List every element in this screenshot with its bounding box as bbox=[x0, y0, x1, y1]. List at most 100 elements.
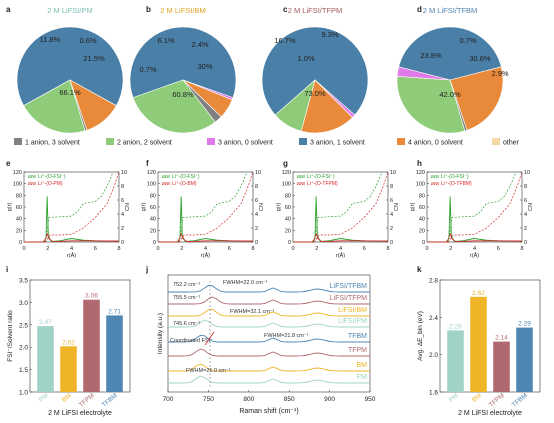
pie-label-c-1: 1.0% bbox=[297, 54, 314, 63]
pie-slice-c-0 bbox=[261, 26, 369, 116]
pie-label-a-0: 66.1% bbox=[59, 88, 81, 97]
pie-label-b-3: 2.4% bbox=[191, 40, 208, 49]
rdf-y2label-g: CN bbox=[394, 203, 400, 211]
legend-swatch-5 bbox=[492, 138, 500, 145]
rdf-legend-label-h-0: Li⁺-(O-FSI⁻) bbox=[441, 174, 469, 180]
rdf-gr-fsi-g bbox=[293, 196, 389, 243]
bar-ytick-label-i-4: 3.0 bbox=[19, 300, 28, 307]
rdf-legend-label-f-1: Li⁺-(O-BM) bbox=[172, 181, 197, 187]
pie-slice-c-2 bbox=[300, 79, 353, 134]
bar-category-label-k-BM: BM bbox=[471, 392, 483, 404]
raman-xtick-label-1: 750 bbox=[203, 396, 214, 403]
rdf-y2tick-label-f-0: 0 bbox=[255, 240, 258, 246]
rdf-ylabel-h: g(r) bbox=[410, 203, 416, 212]
raman-chart: j 700 750 800 850 900 950 Raman shift (cm⁻¹) Int… bbox=[145, 265, 376, 415]
rdf-xlabel-h: r(Å) bbox=[470, 252, 479, 259]
rdf-ytick-label-e-3: 60 bbox=[16, 205, 22, 211]
bar-xlabel-k: 2 M LiFSI electrolyte bbox=[458, 410, 522, 417]
panel-letter-k: k bbox=[417, 265, 422, 274]
pie-label-b-4: 30% bbox=[197, 62, 212, 71]
rdf-y2tick-label-e-5: 10 bbox=[121, 170, 127, 176]
rdf-xtick-label-f-4: 8 bbox=[251, 246, 254, 252]
rdf-ytick-label-f-0: 0 bbox=[153, 240, 156, 246]
rdf-xlabel-g: r(Å) bbox=[336, 252, 345, 259]
rdf-y2tick-label-f-1: 2 bbox=[255, 226, 258, 232]
rdf-cn-solvent-h bbox=[427, 171, 523, 243]
rdf-ytick-label-g-2: 40 bbox=[285, 217, 291, 223]
rdf-y2tick-label-h-0: 0 bbox=[524, 240, 527, 246]
rdf-xtick-label-e-3: 6 bbox=[94, 246, 97, 252]
raman-xtick-label-2: 800 bbox=[243, 396, 254, 403]
panel-letter-f: f bbox=[146, 159, 149, 168]
pie-label-c-2: 16.7% bbox=[274, 36, 296, 45]
rdf-cn-solvent-e bbox=[24, 171, 120, 243]
rdf-xtick-label-h-3: 6 bbox=[497, 246, 500, 252]
rdf-y2tick-label-e-1: 2 bbox=[121, 226, 124, 232]
bar-chart-binding-energy: k 1.6 2.0 2.4 2.8 2.26 PM 2.62 BM 2.14 TFPM 2.29 TFB… bbox=[417, 265, 541, 417]
raman-series-5 bbox=[168, 348, 370, 357]
pie-slice-d-1 bbox=[449, 66, 504, 131]
raman-series-6 bbox=[168, 363, 370, 372]
pie-slice-d-4 bbox=[396, 66, 451, 81]
bar-ytick-label-i-3: 2.5 bbox=[19, 322, 28, 329]
bar-category-label-i-TFBM: TFBM bbox=[101, 392, 119, 409]
bar-i-TFPM bbox=[83, 299, 100, 392]
rdf-ytick-label-e-2: 40 bbox=[16, 217, 22, 223]
raman-series-label-4: TFBM bbox=[348, 333, 367, 340]
legend-swatch-4 bbox=[397, 138, 405, 145]
rdf-ytick-label-h-0: 0 bbox=[422, 240, 425, 246]
rdf-gr-fsi-f bbox=[158, 196, 254, 243]
rdf-gr-solvent-e bbox=[24, 232, 120, 243]
raman-series-label-5: TFPM bbox=[348, 347, 367, 354]
raman-xtick-label-5: 950 bbox=[365, 396, 376, 403]
raman-annotation-1: 755.5 cm⁻¹ bbox=[173, 295, 201, 301]
raman-series-label-0: LiFSI/TFBM bbox=[330, 283, 368, 290]
pie-label-d-1: 23.8% bbox=[420, 51, 442, 60]
raman-xtick-label-4: 900 bbox=[324, 396, 335, 403]
rdf-xtick-label-h-0: 0 bbox=[425, 246, 428, 252]
rdf-gr-solvent-f bbox=[158, 232, 254, 243]
bar-ytick-label-k-0: 1.6 bbox=[429, 390, 438, 397]
rdf-xtick-label-h-1: 2 bbox=[449, 246, 452, 252]
raman-annotation-5: FWHM=21.8 cm⁻¹ bbox=[264, 333, 309, 339]
panel-letter-d: d bbox=[417, 5, 422, 14]
rdf-y2tick-label-e-3: 6 bbox=[121, 198, 124, 204]
pie-slice-a-3 bbox=[23, 79, 86, 134]
bar-value-label-i-PM: 2.47 bbox=[39, 319, 52, 326]
rdf-xtick-label-g-4: 8 bbox=[386, 246, 389, 252]
bar-ytick-label-i-5: 3.5 bbox=[19, 278, 28, 285]
raman-series-label-1: LiFSI/TFPM bbox=[330, 295, 368, 302]
rdf-y2tick-label-h-3: 6 bbox=[524, 198, 527, 204]
rdf-xtick-label-f-0: 0 bbox=[156, 246, 159, 252]
rdf-ytick-label-h-2: 40 bbox=[419, 217, 425, 223]
rdf-ytick-label-f-4: 80 bbox=[150, 193, 156, 199]
rdf-xtick-label-f-1: 2 bbox=[180, 246, 183, 252]
rdf-y2tick-label-f-5: 10 bbox=[255, 170, 261, 176]
rdf-ytick-label-f-6: 120 bbox=[147, 170, 156, 176]
rdf-y2tick-label-g-2: 4 bbox=[390, 212, 393, 218]
panel-letter-a: a bbox=[6, 5, 11, 14]
pie-label-b-1: 0.7% bbox=[139, 65, 156, 74]
bar-value-label-k-PM: 2.26 bbox=[449, 323, 462, 330]
rdf-y2tick-label-h-1: 2 bbox=[524, 226, 527, 232]
rdf-gr-solvent-g bbox=[293, 232, 389, 243]
rdf-xlabel-e: r(Å) bbox=[67, 252, 76, 259]
rdf-ytick-label-f-3: 60 bbox=[150, 205, 156, 211]
rdf-ytick-label-h-1: 20 bbox=[419, 228, 425, 234]
rdf-y2tick-label-g-3: 6 bbox=[390, 198, 393, 204]
legend-swatch-1 bbox=[106, 138, 114, 145]
rdf-legend-label-f-0: Li⁺-(O-FSI⁻) bbox=[172, 174, 200, 180]
pie-label-d-3: 30.6% bbox=[469, 54, 491, 63]
rdf-cn-fsi-e bbox=[24, 171, 114, 243]
bar-xlabel-i: 2 M LiFSI electrolyte bbox=[48, 410, 112, 417]
rdf-ytick-label-f-2: 40 bbox=[150, 217, 156, 223]
pie-charts-row: a 2 M LiFSI/PM 66.1% 11.8% 0.6% 21.5% b 2 M LiF… bbox=[6, 5, 509, 134]
rdf-y2label-h: CN bbox=[528, 203, 534, 211]
bar-value-label-i-TFBM: 2.71 bbox=[108, 308, 121, 315]
bar-k-TFBM bbox=[516, 327, 533, 392]
bar-ytick-label-i-2: 2.0 bbox=[19, 345, 28, 352]
rdf-xtick-label-g-0: 0 bbox=[291, 246, 294, 252]
rdf-y2tick-label-h-4: 8 bbox=[524, 184, 527, 190]
pie-label-c-3: 9.3% bbox=[321, 30, 338, 39]
